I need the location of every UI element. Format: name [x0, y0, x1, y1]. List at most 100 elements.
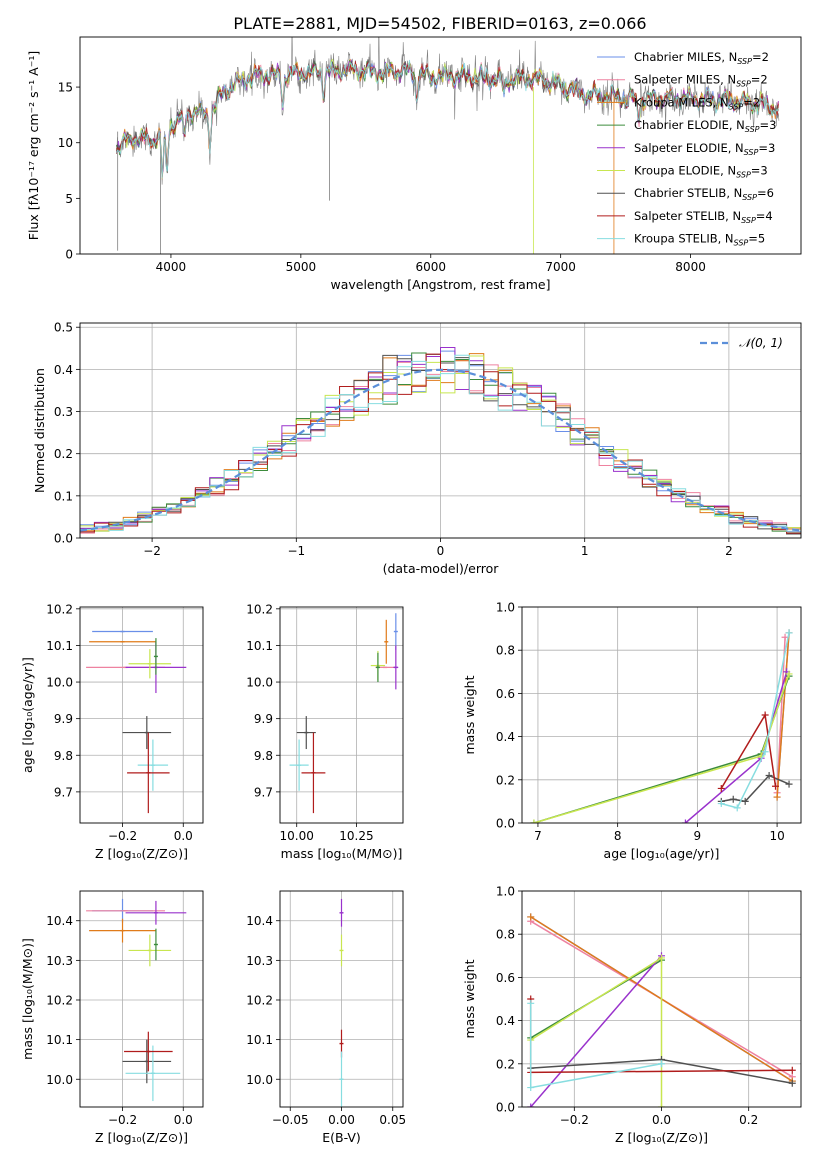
x-tick-label: 0.0: [174, 829, 193, 843]
weight-marker: [761, 711, 769, 719]
plot-area: [289, 613, 399, 814]
y-tick-label: 9.8: [254, 749, 273, 763]
errorbar-point: [301, 732, 326, 814]
y-tick-label: 10.2: [246, 602, 273, 616]
y-tick-label: 0.4: [54, 363, 73, 377]
y-tick-label: 10.0: [246, 676, 273, 690]
weight-marker: [733, 804, 741, 812]
plot-area: [339, 898, 344, 1107]
weight-line-2: [776, 632, 790, 798]
y-tick-label: 9.9: [54, 712, 73, 726]
x-tick-label: 7000: [545, 260, 576, 274]
legend-label: Chabrier ELODIE, NSSP=3: [634, 118, 776, 134]
axes-frame: [279, 890, 404, 1108]
weight-marker: [741, 797, 749, 805]
axes-frame: [521, 890, 802, 1108]
weight-marker: [658, 1060, 665, 1068]
x-tick-label: −0.05: [272, 1113, 309, 1127]
y-axis-label: mass weight: [462, 675, 477, 754]
x-axis-label: age [log₁₀(age/yr)]: [604, 846, 720, 861]
y-tick-label: 0.2: [54, 447, 73, 461]
axes-frame: [279, 606, 404, 824]
grid: [522, 606, 801, 824]
errorbar-point: [296, 716, 316, 750]
weight-marker: [717, 800, 725, 808]
model-spectrum-8: [115, 59, 779, 179]
plot-area: [530, 629, 793, 823]
y-tick-label: 10.1: [246, 639, 273, 653]
y-tick-label: 10.3: [246, 954, 273, 968]
x-axis-label: Z [log₁₀(Z/Z⊙)]: [95, 846, 188, 861]
axes-frame: [79, 322, 802, 539]
y-tick-label: 0.4: [496, 1014, 515, 1028]
y-tick-label: 10.0: [46, 1073, 73, 1087]
errorbar-point: [375, 652, 380, 683]
y-tick-label: 1.0: [496, 601, 515, 615]
x-tick-label: 10.00: [280, 829, 314, 843]
x-axis-label: (data-model)/error: [383, 561, 500, 576]
y-tick-label: 10.1: [46, 1033, 73, 1047]
y-tick-label: 0: [65, 248, 73, 262]
weight-marker: [785, 780, 793, 788]
errorbar-point: [125, 1045, 181, 1102]
axes-frame: [79, 606, 204, 824]
weight-marker: [771, 782, 779, 790]
y-tick-label: 0.6: [496, 971, 515, 985]
legend-label: Salpeter STELIB, NSSP=4: [634, 209, 773, 225]
y-tick-label: 0.2: [496, 1057, 515, 1071]
errorbar-point: [289, 739, 309, 791]
x-axis-label: wavelength [Angstrom, rest frame]: [330, 277, 550, 292]
normal-curve: [80, 368, 801, 532]
x-axis-label: Z [log₁₀(Z/Z⊙)]: [615, 1130, 708, 1145]
weight-marker: [765, 771, 773, 779]
x-tick-label: 1: [581, 544, 589, 558]
y-tick-label: 0.4: [496, 730, 515, 744]
y-tick-label: 0.0: [496, 817, 515, 831]
y-tick-label: 10.4: [246, 914, 273, 928]
x-tick-label: 6000: [415, 260, 446, 274]
y-tick-label: 9.7: [254, 785, 273, 799]
errorbar-point: [393, 645, 399, 690]
x-tick-label: 10.25: [339, 829, 373, 843]
grid: [80, 607, 203, 823]
x-tick-label: 0: [437, 544, 445, 558]
errorbar-point: [127, 732, 170, 814]
panel-age_vs_mass: 10.00 10.25 9.7 9.8 9.9 10.0 10.1 10.2 mass [log…: [246, 602, 404, 861]
y-axis-label: age [log₁₀(age/yr)]: [20, 657, 35, 773]
x-tick-label: −0.2: [108, 829, 137, 843]
y-tick-label: 0.5: [54, 321, 73, 335]
errorbar-point: [124, 1031, 173, 1072]
weight-marker: [530, 819, 538, 823]
plot-area: [86, 630, 187, 814]
weight-marker: [527, 1084, 535, 1092]
y-tick-label: 10.2: [46, 993, 73, 1007]
weight-line-8: [721, 632, 790, 809]
plot-area: [80, 346, 801, 538]
x-tick-label: 2: [725, 544, 733, 558]
y-tick-label: 10.0: [246, 1073, 273, 1087]
panel-weight_vs_Z: −0.2 0.0 0.2 0.0 0.2 0.4 0.6 0.8 1.0 Z [log₁₀(Z/Z…: [462, 885, 802, 1145]
y-tick-label: 5: [65, 192, 73, 206]
y-tick-label: 9.8: [54, 749, 73, 763]
y-tick-label: 10.3: [46, 954, 73, 968]
weight-marker: [773, 793, 781, 801]
panel-mass_vs_Z: −0.2 0.0 10.0 10.1 10.2 10.3 10.4 Z [log₁₀(Z/Z⊙…: [20, 890, 204, 1145]
errorbar-point: [122, 1039, 172, 1084]
y-tick-label: 0.8: [496, 644, 515, 658]
weight-marker: [785, 629, 793, 637]
x-tick-label: −2: [143, 544, 161, 558]
y-tick-label: 1.0: [496, 885, 515, 899]
x-tick-label: 0.0: [652, 1113, 671, 1127]
model-spectrum-7: [115, 60, 779, 178]
plot-area: [115, 37, 780, 254]
panel-mass_vs_ebv: −0.05 0.00 0.05 10.0 10.1 10.2 10.3 10.4 E(B-V): [246, 890, 406, 1145]
weight-line-8: [529, 1003, 662, 1089]
errorbar-point: [122, 716, 172, 750]
errorbar-point: [339, 1051, 344, 1107]
weight-line-3: [533, 675, 790, 823]
weight-line-4: [530, 955, 663, 1107]
weight-marker: [681, 819, 689, 823]
panel-spectrum: 4000 5000 6000 7000 8000 0 5 10 15 wavelength [An…: [26, 36, 802, 292]
x-tick-label: −0.2: [560, 1113, 589, 1127]
legend-label: 𝒩(0, 1): [739, 336, 783, 350]
